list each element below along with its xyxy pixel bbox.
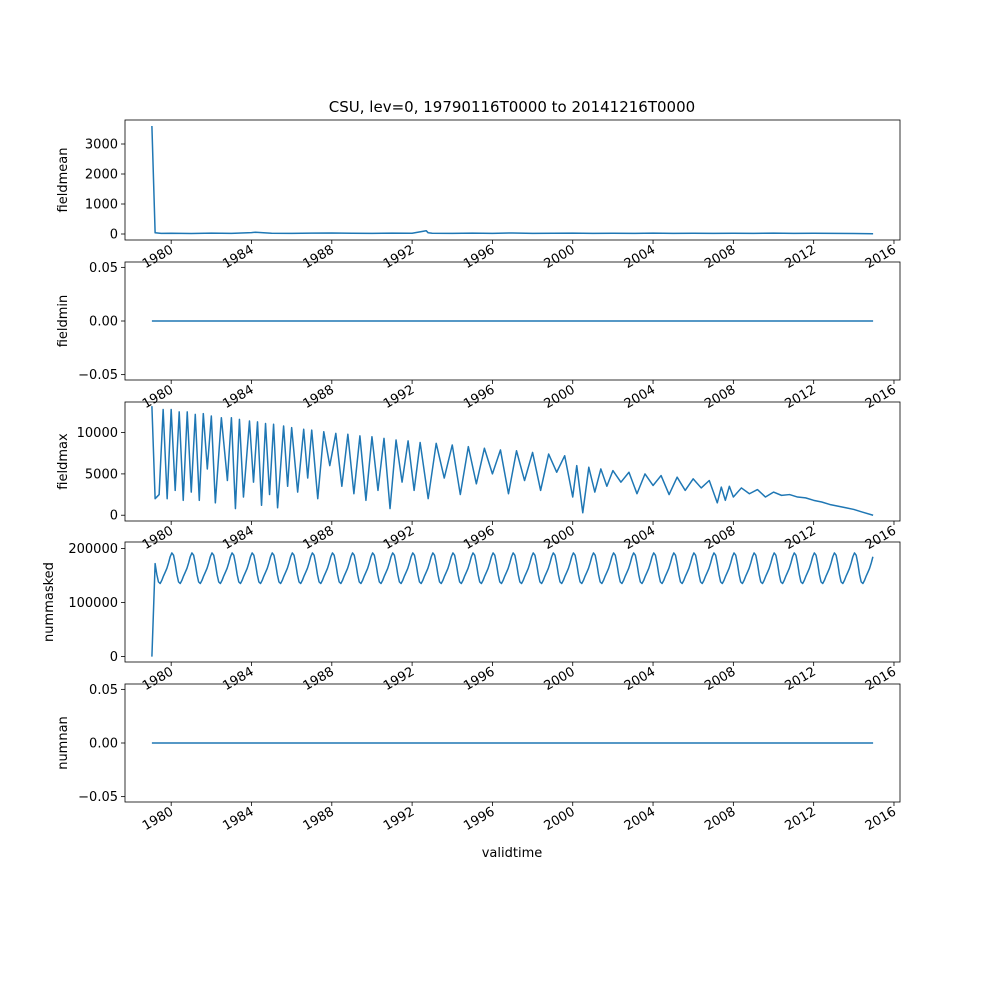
x-tick-label: 2000 bbox=[542, 382, 578, 412]
x-tick-label: 2012 bbox=[783, 242, 819, 272]
x-tick-label: 2016 bbox=[863, 382, 899, 412]
x-tick-label: 1984 bbox=[220, 242, 256, 272]
x-tick-label: 1980 bbox=[140, 382, 176, 412]
x-tick-label: 1992 bbox=[381, 804, 417, 834]
x-tick-label: 2004 bbox=[622, 664, 658, 694]
x-tick-label: 1980 bbox=[140, 242, 176, 272]
x-tick-label: 2008 bbox=[702, 242, 738, 272]
x-tick-label: 2000 bbox=[542, 242, 578, 272]
y-axis-label: numnan bbox=[56, 716, 71, 770]
x-tick-label: 2008 bbox=[702, 804, 738, 834]
x-tick-label: 1996 bbox=[461, 242, 497, 272]
x-tick-label: 2008 bbox=[702, 382, 738, 412]
x-tick-label: 1984 bbox=[220, 523, 256, 553]
x-tick-label: 2004 bbox=[622, 382, 658, 412]
x-tick-label: 1988 bbox=[301, 664, 337, 694]
x-axis-label: validtime bbox=[482, 846, 543, 861]
x-tick-label: 1992 bbox=[381, 382, 417, 412]
x-tick-label: 1988 bbox=[301, 523, 337, 553]
x-tick-label: 2004 bbox=[622, 523, 658, 553]
y-tick-label: −0.05 bbox=[78, 790, 118, 805]
y-tick-label: 0.00 bbox=[89, 737, 118, 752]
panel-nummasked: 0 100000 200000 nummasked 1980 1984 1988 1992 19… bbox=[42, 541, 901, 694]
x-tick-label: 1992 bbox=[381, 242, 417, 272]
x-tick-label: 2008 bbox=[702, 664, 738, 694]
x-tick-label: 1980 bbox=[140, 523, 176, 553]
x-tick-label: 1980 bbox=[140, 804, 176, 834]
y-tick-label: 1000 bbox=[85, 198, 118, 213]
y-axis-label: fieldmean bbox=[56, 148, 71, 213]
y-tick-label: 200000 bbox=[68, 542, 118, 557]
y-tick-label: 0 bbox=[110, 228, 118, 243]
y-tick-label: 2000 bbox=[85, 168, 118, 183]
x-tick-label: 2004 bbox=[622, 242, 658, 272]
y-tick-label: 0.05 bbox=[89, 261, 118, 276]
y-tick-label: −0.05 bbox=[78, 368, 118, 383]
x-tick-label: 1996 bbox=[461, 523, 497, 553]
y-axis-label: fieldmin bbox=[56, 295, 71, 348]
x-tick-label: 1996 bbox=[461, 804, 497, 834]
axes-frame bbox=[124, 541, 901, 663]
x-tick-label: 2012 bbox=[783, 382, 819, 412]
x-tick-label: 1988 bbox=[301, 382, 337, 412]
x-tick-label: 2016 bbox=[863, 523, 899, 553]
series-line-nummasked bbox=[151, 552, 874, 657]
x-tick-label: 2012 bbox=[783, 664, 819, 694]
y-tick-label: 0.05 bbox=[89, 683, 118, 698]
y-axis-label: nummasked bbox=[42, 562, 57, 642]
panel-fieldmean: 0 1000 2000 3000 fieldmean 1980 1984 1988 1992 19… bbox=[56, 119, 901, 272]
chart-title: CSU, lev=0, 19790116T0000 to 20141216T00… bbox=[329, 98, 695, 116]
x-tick-label: 2008 bbox=[702, 523, 738, 553]
x-tick-label: 2012 bbox=[783, 523, 819, 553]
x-tick-label: 1988 bbox=[301, 804, 337, 834]
panel-fieldmax: 0 5000 10000 fieldmax 1980 1984 1988 1992 1996 20… bbox=[56, 401, 901, 553]
y-tick-label: 0 bbox=[110, 509, 118, 524]
panel-numnan: −0.05 0.00 0.05 numnan 1980 1984 1988 1992 1996 2… bbox=[56, 683, 901, 834]
y-tick-label: 3000 bbox=[85, 138, 118, 153]
x-tick-label: 2004 bbox=[622, 804, 658, 834]
axes-frame bbox=[124, 401, 901, 522]
x-tick-label: 2000 bbox=[542, 804, 578, 834]
y-tick-label: 5000 bbox=[85, 467, 118, 482]
y-tick-label: 10000 bbox=[77, 426, 118, 441]
x-tick-label: 1988 bbox=[301, 242, 337, 272]
y-axis-label: fieldmax bbox=[56, 433, 71, 490]
x-tick-label: 1992 bbox=[381, 523, 417, 553]
x-tick-label: 2000 bbox=[542, 664, 578, 694]
y-tick-label: 0.00 bbox=[89, 315, 118, 330]
x-tick-label: 2016 bbox=[863, 804, 899, 834]
series-line-fieldmax bbox=[151, 406, 874, 516]
x-tick-label: 1996 bbox=[461, 664, 497, 694]
y-tick-label: 0 bbox=[110, 650, 118, 665]
x-tick-label: 2012 bbox=[783, 804, 819, 834]
x-tick-label: 2000 bbox=[542, 523, 578, 553]
x-tick-label: 1996 bbox=[461, 382, 497, 412]
x-tick-label: 2016 bbox=[863, 242, 899, 272]
axes-frame bbox=[124, 119, 901, 241]
series-line-fieldmean bbox=[151, 125, 874, 235]
y-tick-label: 100000 bbox=[68, 596, 118, 611]
x-tick-label: 1980 bbox=[140, 664, 176, 694]
x-tick-label: 2016 bbox=[863, 664, 899, 694]
x-tick-label: 1992 bbox=[381, 664, 417, 694]
panel-fieldmin: −0.05 0.00 0.05 fieldmin 1980 1984 1988 1992 199… bbox=[56, 261, 901, 412]
x-tick-label: 1984 bbox=[220, 804, 256, 834]
x-tick-label: 1984 bbox=[220, 664, 256, 694]
x-tick-label: 1984 bbox=[220, 382, 256, 412]
